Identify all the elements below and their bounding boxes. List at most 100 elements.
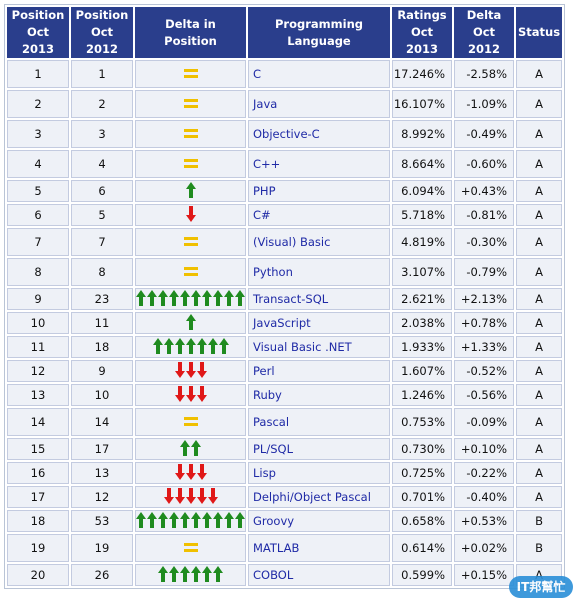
header-row: Position Oct 2013 Position Oct 2012 Delt…: [7, 7, 563, 58]
status-cell: A: [516, 360, 563, 382]
arrow-up-icon: [180, 511, 190, 528]
rating-value: 8.664%: [401, 157, 445, 171]
position-2013: 5: [34, 184, 42, 198]
table-row: 13 10 Ruby 1.246% -0.56% A: [7, 384, 563, 406]
delta-position-cell: [135, 312, 246, 334]
rating-value: 8.992%: [401, 127, 445, 141]
equal-icon: [183, 267, 198, 276]
language-link[interactable]: Lisp: [253, 466, 276, 480]
position-2013-cell: 17: [7, 486, 69, 508]
language-link[interactable]: Pascal: [253, 415, 290, 429]
position-2013: 4: [34, 157, 42, 171]
position-2012-cell: 53: [71, 510, 133, 532]
arrow-down-icon: [185, 205, 196, 222]
language-link[interactable]: PL/SQL: [253, 442, 293, 456]
position-2012: 14: [94, 415, 110, 429]
delta-position-cell: [135, 180, 246, 202]
status-value: A: [535, 67, 543, 81]
language-link[interactable]: Objective-C: [253, 127, 320, 141]
arrow-down-icon: [196, 385, 207, 402]
rating-value: 0.701%: [401, 490, 445, 504]
language-cell: Objective-C: [248, 120, 390, 148]
delta-position-cell: [135, 120, 246, 148]
position-2012: 12: [94, 490, 110, 504]
language-link[interactable]: COBOL: [253, 568, 294, 582]
language-link[interactable]: Ruby: [253, 388, 282, 402]
language-link[interactable]: C: [253, 67, 262, 81]
rating-cell: 1.607%: [392, 360, 452, 382]
rating-value: 0.658%: [401, 514, 445, 528]
language-link[interactable]: (Visual) Basic: [253, 235, 331, 249]
rating-cell: 17.246%: [392, 60, 452, 88]
arrow-down-icon: [174, 487, 185, 504]
language-link[interactable]: JavaScript: [253, 316, 311, 330]
position-2013-cell: 3: [7, 120, 69, 148]
position-2013-cell: 13: [7, 384, 69, 406]
language-link[interactable]: C++: [253, 157, 281, 171]
language-link[interactable]: Groovy: [253, 514, 295, 528]
table-row: 11 18 Visual Basic .NET 1.933% +1.33% A: [7, 336, 563, 358]
language-link[interactable]: MATLAB: [253, 541, 300, 555]
table-row: 7 7 (Visual) Basic 4.819% -0.30% A: [7, 228, 563, 256]
status-cell: A: [516, 258, 563, 286]
position-2013: 18: [30, 514, 46, 528]
language-link[interactable]: C#: [253, 208, 271, 222]
header-position-2013: Position Oct 2013: [7, 7, 69, 58]
position-2013: 17: [30, 490, 46, 504]
language-cell: Ruby: [248, 384, 390, 406]
position-2013: 19: [30, 541, 46, 555]
position-2013-cell: 18: [7, 510, 69, 532]
delta-position-cell: [135, 60, 246, 88]
position-2013: 11: [30, 340, 46, 354]
language-link[interactable]: PHP: [253, 184, 276, 198]
delta-value: +1.33%: [460, 340, 507, 354]
delta-position-cell: [135, 462, 246, 484]
arrow-up-icon: [147, 511, 157, 528]
arrow-up-icon: [235, 289, 245, 306]
rating-cell: 0.753%: [392, 408, 452, 436]
delta-indicator: [136, 511, 245, 528]
position-2013-cell: 10: [7, 312, 69, 334]
position-2012-cell: 13: [71, 462, 133, 484]
delta-position-cell: [135, 486, 246, 508]
status-value: A: [535, 157, 543, 171]
table-row: 10 11 JavaScript 2.038% +0.78% A: [7, 312, 563, 334]
language-cell: Delphi/Object Pascal: [248, 486, 390, 508]
position-2013: 6: [34, 208, 42, 222]
status-cell: A: [516, 60, 563, 88]
watermark-logo: IT邦幫忙: [509, 576, 573, 598]
table-row: 18 53 Groovy 0.658% +0.53% B: [7, 510, 563, 532]
position-2012-cell: 14: [71, 408, 133, 436]
position-2013: 7: [34, 235, 42, 249]
position-2012: 17: [94, 442, 110, 456]
position-2013-cell: 7: [7, 228, 69, 256]
table-row: 1 1 C 17.246% -2.58% A: [7, 60, 563, 88]
delta-position-cell: [135, 150, 246, 178]
delta-position-cell: [135, 534, 246, 562]
rating-value: 1.246%: [401, 388, 445, 402]
language-link[interactable]: Transact-SQL: [253, 292, 329, 306]
status-value: B: [535, 541, 543, 555]
rating-value: 0.753%: [401, 415, 445, 429]
position-2013: 9: [34, 292, 42, 306]
rating-cell: 0.658%: [392, 510, 452, 532]
language-link[interactable]: Python: [253, 265, 293, 279]
arrow-down-icon: [174, 385, 185, 402]
delta-indicator: [174, 385, 207, 402]
rating-value: 0.725%: [401, 466, 445, 480]
position-2012: 6: [98, 184, 106, 198]
rating-value: 6.094%: [401, 184, 445, 198]
table-row: 17 12 Delphi/Object Pascal 0.701% -0.40% A: [7, 486, 563, 508]
position-2013-cell: 4: [7, 150, 69, 178]
arrow-up-icon: [158, 289, 168, 306]
position-2013: 13: [30, 388, 46, 402]
position-2012: 2: [98, 97, 106, 111]
delta-indicator: [180, 439, 201, 456]
language-link[interactable]: Perl: [253, 364, 275, 378]
language-link[interactable]: Visual Basic .NET: [253, 340, 352, 354]
language-link[interactable]: Java: [253, 97, 278, 111]
language-cell: Java: [248, 90, 390, 118]
language-link[interactable]: Delphi/Object Pascal: [253, 490, 371, 504]
rating-cell: 0.725%: [392, 462, 452, 484]
position-2013: 3: [34, 127, 42, 141]
